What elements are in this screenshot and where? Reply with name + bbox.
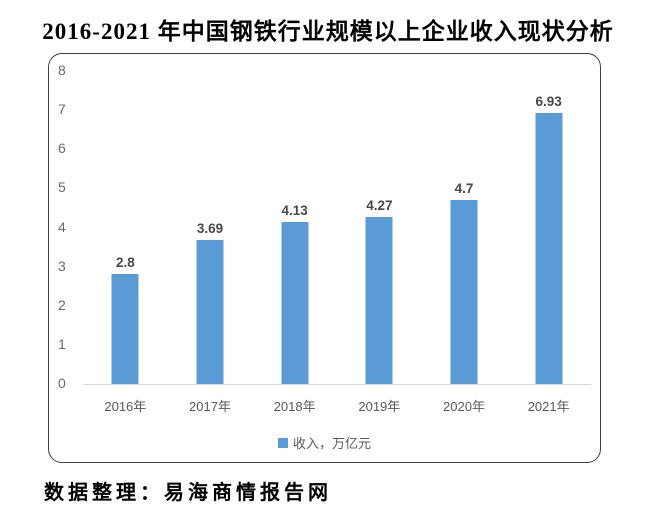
bar-group: 4.27 [365, 197, 393, 384]
legend-label: 收入，万亿元 [292, 436, 371, 451]
x-axis-label: 2021年 [527, 399, 570, 414]
y-tick-label: 0 [58, 375, 66, 392]
bar-value-label: 4.27 [366, 197, 393, 213]
bar-value-label: 6.93 [535, 93, 562, 109]
x-axis-label: 2020年 [443, 399, 485, 414]
bar-group: 4.13 [281, 203, 309, 384]
x-axis-line [83, 384, 591, 385]
y-tick-label: 5 [58, 179, 66, 196]
y-tick-label: 3 [58, 257, 66, 274]
bar-value-label: 3.69 [196, 220, 224, 236]
bar-value-label: 4.7 [454, 181, 474, 197]
y-tick-label: 6 [58, 140, 66, 157]
y-tick-label: 4 [58, 218, 66, 235]
x-axis-label: 2019年 [358, 399, 401, 414]
y-tick-label: 1 [58, 335, 66, 352]
chart-panel: 0 1 2 3 4 5 6 7 8 2.8 3.69 4.13 4.27 4.7 6.93 2016年 20… [48, 53, 601, 463]
bar-value-label: 2.8 [115, 255, 135, 271]
bar-group: 4.7 [450, 181, 478, 384]
bar [196, 239, 224, 384]
bar [111, 274, 139, 384]
bar-value-label: 4.13 [281, 203, 308, 219]
legend-swatch-icon [277, 437, 288, 448]
x-axis-label: 2016年 [104, 399, 147, 414]
data-source-note: 数据整理：易海商情报告网 [44, 482, 332, 504]
bar-group: 6.93 [535, 93, 563, 384]
bar [450, 200, 478, 384]
x-axis-label: 2017年 [189, 399, 231, 414]
bar-group: 2.8 [111, 255, 139, 384]
legend: 收入，万亿元 [49, 433, 600, 452]
bar [365, 216, 393, 384]
y-tick-label: 8 [58, 62, 66, 79]
plot-area: 2.8 3.69 4.13 4.27 4.7 6.93 [83, 71, 591, 384]
y-tick-label: 7 [58, 101, 66, 118]
bar-group: 3.69 [196, 220, 224, 384]
bar [535, 112, 563, 384]
page-title: 2016-2021 年中国钢铁行业规模以上企业收入现状分析 [42, 19, 614, 44]
bar [281, 222, 309, 384]
y-tick-label: 2 [58, 296, 66, 313]
x-axis-label: 2018年 [273, 399, 316, 414]
